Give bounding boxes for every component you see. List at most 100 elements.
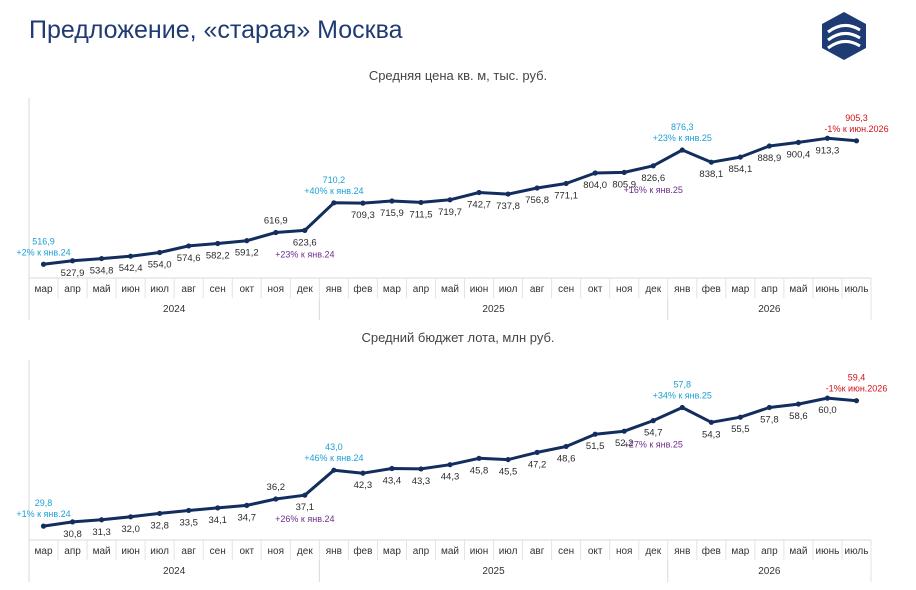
price-value-label: 616,9 xyxy=(264,215,288,226)
budget-value-label: 43,3 xyxy=(412,476,431,487)
price-data-point xyxy=(215,240,221,247)
price-month-label: авг xyxy=(530,284,545,295)
budget-annotation-label: +26% к янв.24 xyxy=(275,514,334,524)
budget-month-label: апр xyxy=(761,546,778,557)
price-month-label: мар xyxy=(35,284,53,295)
budget-value-label: 57,8 xyxy=(674,379,692,389)
budget-annotation-label: +1% к янв.24 xyxy=(16,509,70,519)
price-annotation-label: +40% к янв.24 xyxy=(304,186,363,196)
budget-month-label: июл xyxy=(499,546,518,557)
budget-data-point xyxy=(302,492,308,498)
price-month-label: мар xyxy=(383,284,401,295)
price-data-point xyxy=(563,180,569,187)
budget-value-label: 32,8 xyxy=(150,520,169,531)
price-month-label: окт xyxy=(588,284,603,295)
price-data-point xyxy=(447,197,453,203)
budget-data-point xyxy=(563,443,569,450)
price-data-point xyxy=(360,200,366,206)
price-value-label: 742,7 xyxy=(467,199,491,210)
budget-data-point xyxy=(389,465,395,472)
price-data-point xyxy=(389,198,395,204)
budget-data-point xyxy=(679,404,685,411)
price-value-label: 709,3 xyxy=(351,210,375,221)
price-data-point xyxy=(418,199,424,206)
page-title: Предложение, «старая» Москва xyxy=(29,16,403,44)
price-annotation-label: +2% к янв.24 xyxy=(16,247,70,257)
price-month-label: сен xyxy=(210,284,226,295)
budget-data-point xyxy=(331,467,337,473)
budget-value-label: 58,6 xyxy=(789,411,808,422)
price-month-label: фев xyxy=(353,283,372,295)
budget-month-label: июл xyxy=(150,546,169,557)
price-month-label: дек xyxy=(297,284,313,295)
budget-month-label: ноя xyxy=(616,546,633,557)
budget-value-label: 43,0 xyxy=(325,442,343,452)
price-value-label: 542,4 xyxy=(119,263,143,274)
budget-data-point xyxy=(69,519,76,525)
budget-value-label: 30,8 xyxy=(63,529,82,540)
budget-value-label: 33,5 xyxy=(179,517,198,528)
budget-month-label: фев xyxy=(353,545,372,557)
price-month-label: апр xyxy=(64,284,81,295)
price-chart: мар апр май июн июл авг сен окт ноя дек янв фев мар а… xyxy=(16,98,889,320)
budget-value-label: 48,6 xyxy=(557,453,576,464)
price-month-label: май xyxy=(441,284,459,295)
price-value-label: 804,0 xyxy=(583,180,607,191)
budget-value-label: 47,2 xyxy=(528,459,547,470)
price-month-label: июнь xyxy=(816,284,840,295)
price-value-label: 888,9 xyxy=(757,153,781,164)
budget-year-label: 2024 xyxy=(163,566,186,577)
budget-annotation-label: +27% к янв.25 xyxy=(624,440,683,450)
price-month-label: окт xyxy=(239,284,254,295)
price-data-point xyxy=(40,261,47,267)
price-data-point xyxy=(766,143,772,149)
budget-data-point xyxy=(186,507,192,514)
budget-value-label: 29,8 xyxy=(35,498,53,508)
price-month-label: дек xyxy=(645,284,661,295)
price-value-label: 516,9 xyxy=(32,236,55,246)
price-value-label: 623,6 xyxy=(293,237,317,248)
budget-annotation-label: +34% к янв.25 xyxy=(653,390,712,400)
budget-data-point xyxy=(273,496,279,502)
budget-month-label: июль xyxy=(845,546,869,557)
price-month-label: июн xyxy=(121,284,140,295)
price-data-point xyxy=(273,229,279,236)
price-data-point xyxy=(708,159,714,165)
price-year-label: 2025 xyxy=(482,304,505,315)
price-month-label: июл xyxy=(150,284,169,295)
budget-value-label: 42,3 xyxy=(354,480,373,491)
company-logo-icon xyxy=(822,12,866,60)
price-data-point xyxy=(98,255,105,262)
budget-data-point xyxy=(737,414,743,420)
budget-data-point xyxy=(244,502,250,508)
budget-month-label: авг xyxy=(530,546,545,557)
budget-value-label: 55,5 xyxy=(731,424,750,435)
budget-data-point xyxy=(592,431,598,437)
budget-data-point xyxy=(40,523,47,529)
price-data-point xyxy=(186,243,192,249)
price-value-label: 582,2 xyxy=(206,251,230,262)
chart-title-budget: Средний бюджет лота, млн руб. xyxy=(361,330,555,345)
price-value-label: 876,3 xyxy=(671,122,694,132)
budget-value-label: 36,2 xyxy=(267,482,286,493)
budget-data-point xyxy=(360,470,366,476)
price-value-label: 737,8 xyxy=(496,201,520,212)
budget-annotation-label: -1%к июн.2026 xyxy=(826,384,888,394)
price-data-point xyxy=(824,135,831,141)
budget-data-point xyxy=(853,398,860,404)
budget-value-label: 54,7 xyxy=(644,428,663,439)
budget-value-label: 52,2 xyxy=(615,438,634,449)
price-data-point xyxy=(592,170,598,176)
price-value-label: 826,6 xyxy=(641,173,665,184)
price-annotation-label: -1% к июн.2026 xyxy=(824,124,888,134)
price-value-label: 534,8 xyxy=(90,266,114,277)
budget-data-point xyxy=(447,462,453,468)
budget-month-label: мар xyxy=(35,546,53,557)
price-data-point xyxy=(795,139,802,145)
price-value-label: 900,4 xyxy=(787,149,811,160)
price-data-point xyxy=(505,191,511,197)
price-annotation-label: +23% к янв.24 xyxy=(275,249,334,259)
budget-value-label: 45,8 xyxy=(470,465,489,476)
budget-data-point xyxy=(534,449,540,455)
budget-value-label: 31,3 xyxy=(92,527,111,538)
